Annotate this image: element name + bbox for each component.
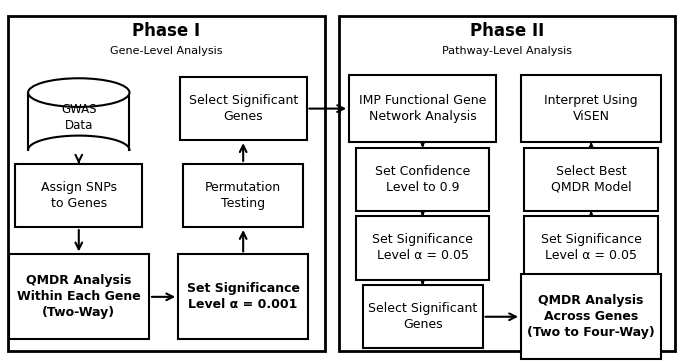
Text: Set Significance
Level α = 0.05: Set Significance Level α = 0.05 [372,233,473,262]
Bar [521,75,661,142]
Bar [356,216,489,279]
Text: Select Significant
Genes: Select Significant Genes [188,94,298,123]
Bar [524,148,658,211]
Bar [178,254,308,340]
Ellipse shape [28,78,129,107]
Text: Permutation
Testing: Permutation Testing [205,181,282,210]
Bar [363,285,482,348]
Bar [16,164,142,227]
Text: Select Best
QMDR Model: Select Best QMDR Model [551,165,632,194]
Text: Set Significance
Level α = 0.001: Set Significance Level α = 0.001 [187,282,299,311]
Bar [8,16,325,351]
Text: GWAS
Data: GWAS Data [61,103,97,132]
Text: Set Significance
Level α = 0.05: Set Significance Level α = 0.05 [540,233,642,262]
Text: IMP Functional Gene
Network Analysis: IMP Functional Gene Network Analysis [359,94,486,123]
Text: Set Confidence
Level to 0.9: Set Confidence Level to 0.9 [375,165,471,194]
Text: Pathway-Level Analysis: Pathway-Level Analysis [442,46,572,56]
Text: Assign SNPs
to Genes: Assign SNPs to Genes [41,181,116,210]
Bar [521,274,661,359]
Bar [356,148,489,211]
Bar [349,75,496,142]
Text: QMDR Analysis
Across Genes
(Two to Four-Way): QMDR Analysis Across Genes (Two to Four-… [527,294,655,339]
Text: Phase II: Phase II [470,22,544,40]
Bar [9,254,149,340]
Text: Select Significant
Genes: Select Significant Genes [368,302,477,331]
Bar [339,16,675,351]
Text: Interpret Using
ViSEN: Interpret Using ViSEN [545,94,638,123]
Text: Gene-Level Analysis: Gene-Level Analysis [110,46,223,56]
Bar [179,77,306,140]
Text: QMDR Analysis
Within Each Gene
(Two-Way): QMDR Analysis Within Each Gene (Two-Way) [17,274,140,319]
Text: Phase I: Phase I [132,22,201,40]
Bar [524,216,658,279]
Bar [28,93,129,150]
Bar [183,164,303,227]
